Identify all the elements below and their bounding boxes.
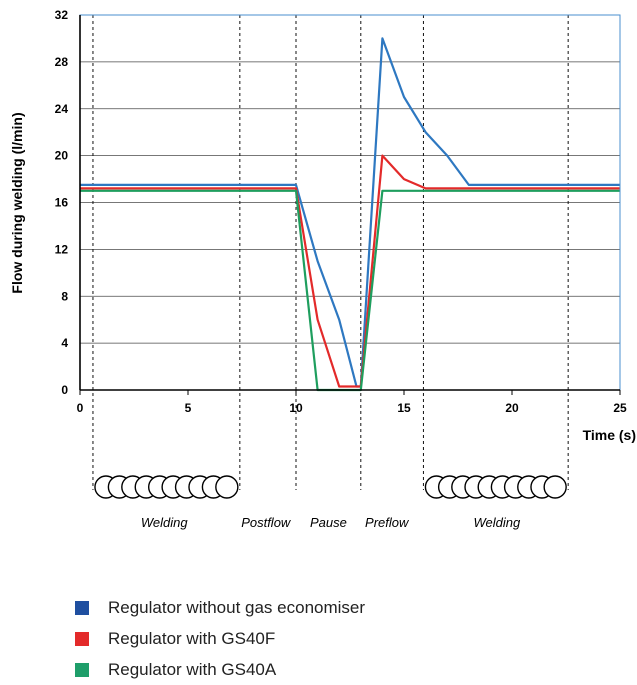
phase-label: Welding (141, 515, 189, 530)
x-tick-label: 25 (613, 401, 627, 415)
phase-labels: Welding Postflow Pause Preflow Welding (141, 515, 521, 530)
y-tick-label: 4 (61, 336, 68, 350)
grid (80, 61, 620, 344)
weld-bead (215, 475, 239, 499)
phase-label: Welding (474, 515, 522, 530)
series-line-1 (80, 37, 620, 388)
x-tick-label: 0 (77, 401, 84, 415)
legend-item-no-economiser: Regulator without gas economiser (75, 592, 365, 623)
legend: Regulator without gas economiser Regulat… (75, 592, 365, 685)
legend-swatch (75, 631, 89, 646)
weld-bead (543, 475, 567, 499)
x-tick-label: 20 (505, 401, 519, 415)
tick-labels: 0 4 8 12 16 20 24 28 32 0 5 10 15 20 25 (55, 8, 627, 415)
flow-chart: 0 4 8 12 16 20 24 28 32 0 5 10 15 20 25 Time (s) Flow … (9, 8, 636, 530)
legend-swatch (75, 662, 89, 677)
legend-label: Regulator with GS40A (108, 659, 277, 679)
legend-item-gs40a: Regulator with GS40A (75, 654, 365, 685)
legend-item-gs40f: Regulator with GS40F (75, 623, 365, 654)
y-axis-title: Flow during welding (l/min) (9, 112, 25, 293)
phase-boundaries (92, 15, 569, 490)
weld-beads (94, 475, 567, 499)
legend-label: Regulator with GS40F (108, 628, 276, 648)
axes (79, 14, 621, 395)
y-tick-label: 32 (55, 8, 69, 22)
x-tick-label: 15 (397, 401, 411, 415)
series-group (80, 37, 620, 392)
y-tick-label: 12 (55, 242, 69, 256)
y-tick-label: 28 (55, 55, 69, 69)
x-tick-label: 10 (289, 401, 303, 415)
legend-label: Regulator without gas economiser (108, 597, 366, 617)
phase-label: Pause (310, 515, 347, 530)
x-axis-title: Time (s) (583, 427, 636, 443)
y-tick-label: 20 (55, 149, 69, 163)
x-tick-label: 5 (185, 401, 192, 415)
y-tick-label: 24 (55, 102, 69, 116)
legend-swatch (75, 600, 89, 615)
y-tick-label: 8 (61, 289, 68, 303)
y-tick-label: 0 (61, 383, 68, 397)
phase-label: Preflow (365, 515, 410, 530)
phase-label: Postflow (241, 515, 292, 530)
y-tick-label: 16 (55, 196, 69, 210)
